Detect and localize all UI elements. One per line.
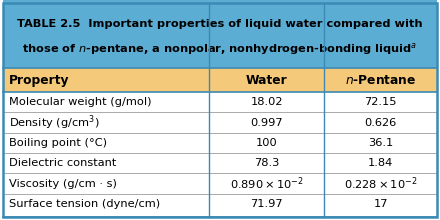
Text: $n$-Pentane: $n$-Pentane bbox=[345, 73, 416, 86]
Text: 36.1: 36.1 bbox=[368, 138, 393, 148]
Text: those of $n$-pentane, a nonpolar, nonhydrogen-bonding liquid$^a$: those of $n$-pentane, a nonpolar, nonhyd… bbox=[22, 41, 418, 57]
Text: Property: Property bbox=[9, 73, 70, 86]
Text: 1.84: 1.84 bbox=[368, 158, 393, 168]
Text: 17: 17 bbox=[373, 199, 388, 209]
Text: 72.15: 72.15 bbox=[364, 97, 397, 107]
Text: 78.3: 78.3 bbox=[254, 158, 279, 168]
Text: 0.626: 0.626 bbox=[364, 117, 397, 128]
Text: 100: 100 bbox=[256, 138, 278, 148]
Text: Boiling point (°C): Boiling point (°C) bbox=[9, 138, 107, 148]
Text: Dielectric constant: Dielectric constant bbox=[9, 158, 116, 168]
Text: Water: Water bbox=[246, 73, 287, 86]
Bar bbox=[3, 0, 437, 68]
Bar bbox=[3, 92, 437, 217]
Text: Surface tension (dyne/cm): Surface tension (dyne/cm) bbox=[9, 199, 160, 209]
Text: 18.02: 18.02 bbox=[250, 97, 283, 107]
Text: Density (g/cm$^3$): Density (g/cm$^3$) bbox=[9, 113, 99, 132]
Text: TABLE 2.5  Important properties of liquid water compared with: TABLE 2.5 Important properties of liquid… bbox=[17, 19, 423, 29]
Text: Viscosity (g/cm · s): Viscosity (g/cm · s) bbox=[9, 178, 117, 189]
Text: 71.97: 71.97 bbox=[250, 199, 283, 209]
Text: $0.890 \times 10^{-2}$: $0.890 \times 10^{-2}$ bbox=[230, 175, 304, 192]
Text: $0.228 \times 10^{-2}$: $0.228 \times 10^{-2}$ bbox=[344, 175, 417, 192]
Text: 0.997: 0.997 bbox=[250, 117, 283, 128]
Text: Molecular weight (g/mol): Molecular weight (g/mol) bbox=[9, 97, 151, 107]
Bar bbox=[3, 68, 437, 92]
